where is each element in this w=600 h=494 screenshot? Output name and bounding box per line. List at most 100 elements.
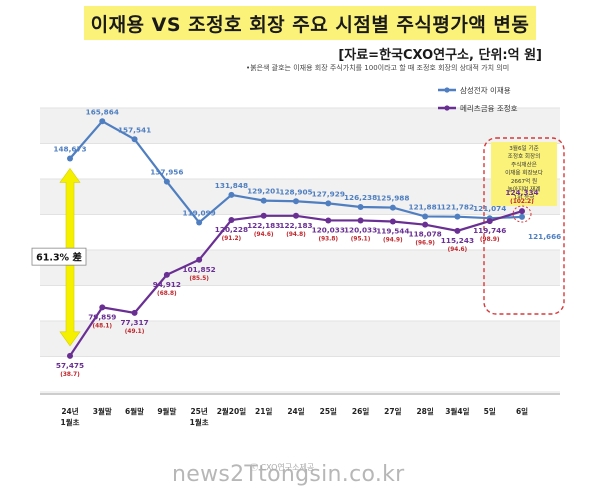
point-cho [519, 208, 525, 215]
ratio-label: (94.8) [286, 232, 306, 238]
legend-label-lee: 삼성전자 이재용 [460, 85, 511, 95]
data-label-cho: 101,852 [183, 265, 216, 274]
point-cho [163, 271, 170, 278]
ratio-label: (93.8) [318, 236, 338, 242]
data-label-lee: 148,673 [53, 144, 86, 153]
point-lee [389, 204, 396, 211]
callout-text-line: 높아지며 재계 [508, 185, 541, 193]
point-lee [422, 213, 429, 220]
point-lee [519, 213, 525, 220]
ratio-label: (102.2) [510, 199, 534, 205]
grid-band [40, 321, 560, 357]
x-tick-label: 24일 [287, 406, 304, 416]
data-label-cho: 122,183 [279, 221, 312, 230]
data-label-lee: 127,929 [312, 189, 345, 198]
chart-subtitle: [자료=한국CXO연구소, 단위:억 원] [338, 48, 542, 63]
data-label-lee: 126,238 [344, 193, 377, 202]
chart-title: 이재용 VS 조정호 회장 주요 시점별 주식평가액 변동 [84, 6, 536, 40]
legend-marker-cho [444, 105, 450, 111]
x-tick-label: 3월4일 [445, 406, 469, 416]
x-tick-label: 5일 [484, 406, 496, 416]
callout-text-line: 주식재산은 [511, 160, 537, 168]
data-label-cho: 120,033 [312, 225, 345, 234]
data-label-lee: 157,541 [118, 125, 151, 134]
data-label-lee: 128,905 [279, 187, 312, 196]
data-label-lee: 121,782 [441, 203, 474, 212]
point-cho [357, 217, 364, 224]
grid-band [40, 179, 560, 215]
crossing-highlight [512, 205, 532, 223]
x-tick-label: 24년 [61, 406, 78, 416]
callout-border [483, 137, 565, 315]
point-lee [357, 204, 364, 211]
point-cho [260, 212, 267, 219]
data-label-lee: 121,881 [409, 202, 442, 211]
x-tick-label: 25년 [190, 406, 207, 416]
gap-label: 61.3% 差 [36, 252, 82, 264]
ratio-label: (95.1) [351, 236, 371, 242]
ratio-label: (68.8) [157, 291, 177, 297]
chart-note: •붉은색 괄호는 이재용 회장 주식가치를 100이라고 할 때 조정호 회장의… [246, 64, 510, 72]
x-tick-label: 26일 [352, 406, 369, 416]
ratio-label: (94.6) [448, 247, 468, 253]
point-lee [196, 219, 203, 226]
point-cho [131, 309, 138, 316]
callout-bg [491, 142, 557, 206]
point-cho [454, 227, 461, 234]
ratio-label: (94.9) [383, 238, 403, 244]
x-tick-label: 1월초 [60, 417, 79, 427]
legend-marker-lee [444, 87, 450, 93]
ratio-label: (91.2) [222, 236, 242, 242]
data-label-cho: 122,183 [247, 221, 280, 230]
point-cho [67, 352, 73, 359]
point-cho [293, 212, 299, 219]
x-tick-label: 2월20일 [217, 406, 247, 416]
data-label-cho: 57,475 [56, 361, 84, 370]
ratio-label: (85.5) [189, 276, 209, 282]
ratio-label: (38.7) [60, 372, 80, 378]
point-lee [454, 213, 461, 220]
x-tick-label: 6일 [516, 406, 528, 416]
grid-band [40, 250, 560, 286]
x-tick-label: 27일 [384, 406, 401, 416]
point-lee [228, 191, 235, 198]
data-label-cho: 115,243 [441, 236, 474, 245]
ratio-label: (49.1) [125, 329, 145, 335]
data-label-cho: 120,228 [215, 225, 248, 234]
point-lee [99, 118, 106, 125]
callout-text-line: 3월6일 기준 [509, 144, 538, 152]
data-label-lee: 121,074 [473, 204, 506, 213]
point-lee [163, 178, 170, 185]
data-label-lee: 125,988 [376, 194, 409, 203]
point-cho [99, 304, 106, 311]
ratio-label: (48.1) [92, 323, 112, 329]
point-cho [325, 217, 332, 224]
data-label-lee: 121,666 [528, 232, 561, 241]
callout-text-line: 1위 등극 [514, 193, 535, 201]
grid-band [40, 108, 560, 144]
point-lee [260, 197, 267, 204]
data-label-cho: 118,078 [409, 230, 442, 239]
x-tick-label: 25일 [320, 406, 337, 416]
data-label-cho: 79,859 [88, 312, 116, 321]
callout-text-line: 2667억 원 [511, 177, 537, 185]
point-cho [228, 217, 235, 224]
x-tick-label: 9월말 [157, 406, 176, 416]
x-tick-label: 21일 [255, 406, 272, 416]
data-label-cho: 119,544 [376, 227, 409, 236]
ratio-label: (96.9) [415, 241, 435, 247]
x-tick-label: 6월말 [125, 406, 144, 416]
watermark-small: ⓒ CXO연구소제공 [250, 463, 315, 472]
data-label-lee: 129,201 [247, 187, 280, 196]
point-lee [131, 136, 138, 143]
legend-label-cho: 메리츠금융 조정호 [460, 103, 518, 113]
data-label-cho: 94,912 [153, 280, 181, 289]
chart-panel: 삼성전자 이재용 메리츠금융 조정호 3월6일 기준 조정호 회장의 주식재산은 이재용 … [28, 76, 580, 446]
x-tick-label: 3월말 [93, 406, 112, 416]
point-lee [293, 198, 299, 205]
data-label-cho: 119,746 [473, 226, 506, 235]
data-label-cho: 77,317 [120, 318, 148, 327]
point-cho [389, 218, 396, 225]
point-cho [486, 218, 493, 225]
data-label-lee: 131,848 [215, 181, 248, 190]
